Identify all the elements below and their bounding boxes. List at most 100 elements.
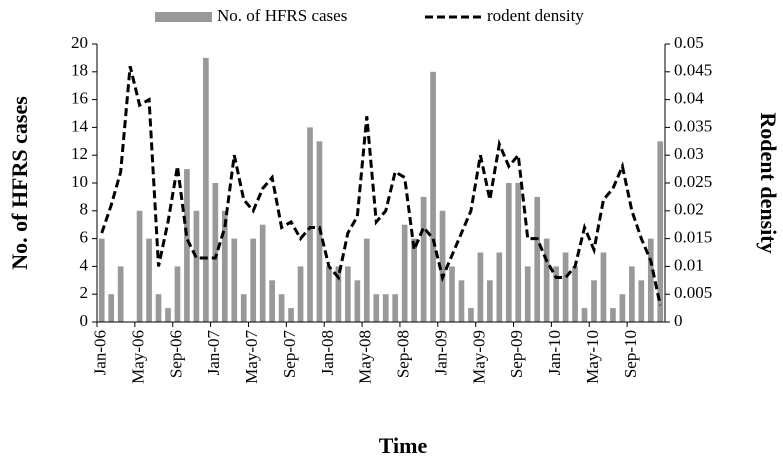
bar [638, 280, 645, 322]
x-axis-title: Time [379, 433, 428, 458]
y-axis-title: No. of HFRS cases [7, 96, 32, 270]
bar [553, 266, 559, 322]
x-tick-label: May-07 [242, 330, 261, 384]
bar [524, 266, 531, 322]
x-tick-label: Sep-07 [280, 330, 299, 379]
bar [278, 294, 285, 322]
x-tick-label: Jan-07 [204, 330, 223, 376]
bar [363, 238, 370, 322]
bar [165, 308, 171, 322]
bar [647, 238, 654, 322]
y2-tick-label: 0.015 [674, 228, 712, 247]
bar [117, 266, 124, 322]
bar [468, 308, 474, 322]
y2-axis-title: Rodent density [756, 112, 781, 253]
bar [108, 294, 115, 322]
bar [250, 238, 257, 322]
bar [572, 266, 578, 322]
bar [629, 266, 635, 322]
bar [354, 280, 361, 322]
bar [259, 224, 266, 322]
bar [477, 252, 484, 322]
y2-tick-label: 0.04 [674, 89, 704, 108]
y2-tick-label: 0.035 [674, 116, 712, 135]
bar [288, 308, 294, 322]
x-tick-label: Sep-10 [621, 330, 640, 378]
bar [240, 294, 247, 322]
y-tick-label: 14 [71, 116, 89, 135]
y-tick-label: 0 [80, 311, 89, 330]
bar [193, 210, 200, 322]
bar [297, 266, 304, 322]
bar [600, 252, 607, 322]
bar [184, 169, 190, 322]
x-tick-label: Sep-09 [507, 330, 526, 378]
x-tick-label: May-06 [129, 330, 148, 384]
x-tick-label: Jan-09 [431, 330, 450, 375]
y2-tick-label: 0.005 [674, 283, 712, 302]
bar [203, 57, 209, 323]
x-tick-label: Jan-06 [91, 330, 110, 375]
y-tick-label: 10 [71, 172, 88, 191]
x-tick-label: May-08 [356, 330, 375, 384]
bar [401, 224, 408, 322]
line [100, 65, 662, 306]
legend-label: rodent density [487, 6, 584, 25]
bar [98, 238, 105, 322]
bar [155, 294, 162, 322]
bar [581, 308, 588, 322]
bar [420, 196, 427, 322]
x-tick-label: Sep-06 [166, 330, 185, 378]
y-tick-label: 6 [80, 228, 89, 247]
bar [345, 266, 351, 322]
bar [269, 280, 275, 322]
y2-tick-label: 0.02 [674, 200, 704, 219]
bar [505, 183, 512, 322]
bar [231, 238, 238, 322]
y-tick-label: 4 [80, 255, 89, 274]
bar [487, 280, 493, 322]
y-tick-label: 16 [71, 89, 88, 108]
legend-label: No. of HFRS cases [217, 6, 347, 25]
y2-tick-label: 0.045 [674, 61, 712, 80]
bar [439, 210, 446, 322]
y2-tick-label: 0.025 [674, 172, 712, 191]
bar [335, 266, 342, 322]
y2-tick-label: 0.01 [674, 255, 704, 274]
bar [449, 266, 455, 322]
bar [591, 280, 597, 322]
bar [136, 210, 143, 322]
x-tick-label: Sep-08 [394, 330, 413, 378]
bar [515, 183, 522, 322]
x-tick-label: May-09 [469, 330, 488, 384]
y2-tick-label: 0 [674, 311, 683, 330]
bar [534, 196, 541, 322]
y2-tick-label: 0.05 [674, 33, 704, 52]
bar [174, 266, 181, 322]
bar [430, 71, 436, 322]
legend-swatch [155, 12, 212, 22]
bar [326, 266, 332, 322]
y2-tick-label: 0.03 [674, 144, 704, 163]
bar [212, 183, 219, 322]
y-tick-label: 2 [80, 283, 89, 302]
bar [562, 252, 569, 322]
bar [307, 127, 313, 323]
bar [610, 308, 616, 322]
bar [221, 210, 228, 322]
bar [496, 252, 503, 322]
y-tick-label: 8 [80, 200, 89, 219]
bar [373, 294, 380, 322]
bar [657, 141, 664, 322]
x-tick-label: Jan-10 [545, 330, 564, 375]
bar [543, 238, 550, 322]
y-tick-label: 12 [71, 144, 88, 163]
y-tick-label: 18 [71, 61, 88, 80]
bar [392, 294, 399, 322]
y-tick-label: 20 [71, 33, 88, 52]
x-tick-label: May-10 [583, 330, 602, 384]
x-tick-label: Jan-08 [318, 330, 337, 375]
bar [382, 294, 389, 322]
bar [146, 238, 152, 322]
